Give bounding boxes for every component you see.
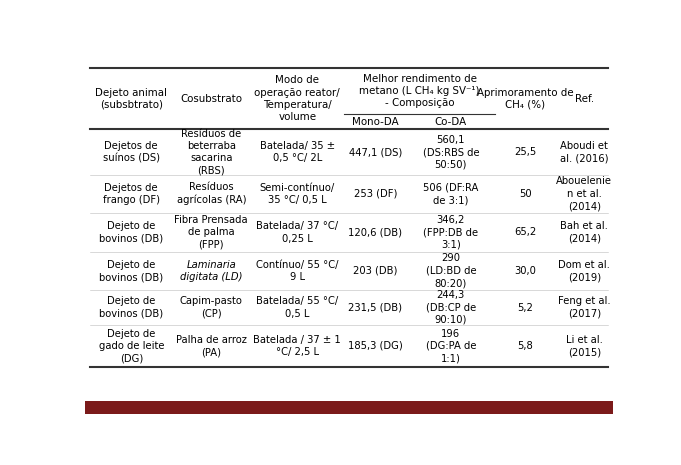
Text: Mono-DA: Mono-DA xyxy=(352,117,398,126)
Text: Aprimoramento de
CH₄ (%): Aprimoramento de CH₄ (%) xyxy=(477,87,574,110)
Text: 196
(DG:PA de
1:1): 196 (DG:PA de 1:1) xyxy=(426,329,476,364)
Text: 203 (DB): 203 (DB) xyxy=(353,266,398,276)
Text: Dejeto animal
(subsbtrato): Dejeto animal (subsbtrato) xyxy=(95,87,168,110)
Text: 120,6 (DB): 120,6 (DB) xyxy=(349,227,402,237)
Text: 5,8: 5,8 xyxy=(518,341,533,351)
Text: Capim-pasto
(CP): Capim-pasto (CP) xyxy=(180,296,242,319)
Text: 346,2
(FPP:DB de
3:1): 346,2 (FPP:DB de 3:1) xyxy=(424,215,479,250)
Text: 447,1 (DS): 447,1 (DS) xyxy=(349,147,402,157)
Text: Batelada/ 37 °C/
0,25 L: Batelada/ 37 °C/ 0,25 L xyxy=(256,221,338,244)
Text: Resíduos de
beterraba
sacarina
(RBS): Resíduos de beterraba sacarina (RBS) xyxy=(181,128,241,176)
Text: Resíduos
agrícolas (RA): Resíduos agrícolas (RA) xyxy=(176,182,246,206)
Text: Batelada/ 55 °C/
0,5 L: Batelada/ 55 °C/ 0,5 L xyxy=(256,296,338,319)
Text: Dejeto de
gado de leite
(DG): Dejeto de gado de leite (DG) xyxy=(99,329,164,364)
Text: Dom et al.
(2019): Dom et al. (2019) xyxy=(558,259,610,282)
Text: 185,3 (DG): 185,3 (DG) xyxy=(348,341,402,351)
Text: Modo de
operação reator/
Temperatura/
volume: Modo de operação reator/ Temperatura/ vo… xyxy=(255,75,340,122)
Text: 5,2: 5,2 xyxy=(518,303,533,312)
Text: Contínuo/ 55 °C/
9 L: Contínuo/ 55 °C/ 9 L xyxy=(256,259,338,282)
Bar xyxy=(85,401,613,414)
Text: 244,3
(DB:CP de
90:10): 244,3 (DB:CP de 90:10) xyxy=(426,290,476,325)
Text: 50: 50 xyxy=(519,189,532,199)
Text: Li et al.
(2015): Li et al. (2015) xyxy=(566,335,603,357)
Text: Dejeto de
bovinos (DB): Dejeto de bovinos (DB) xyxy=(99,221,163,244)
Text: Ref.: Ref. xyxy=(575,94,594,104)
Text: 65,2: 65,2 xyxy=(514,227,537,237)
Text: Dejeto de
bovinos (DB): Dejeto de bovinos (DB) xyxy=(99,259,163,282)
Text: 231,5 (DB): 231,5 (DB) xyxy=(349,303,402,312)
Text: Feng et al.
(2017): Feng et al. (2017) xyxy=(558,296,611,319)
Text: Co-DA: Co-DA xyxy=(434,117,467,126)
Text: Palha de arroz
(PA): Palha de arroz (PA) xyxy=(176,335,247,357)
Text: 253 (DF): 253 (DF) xyxy=(353,189,397,199)
Text: Dejetos de
suínos (DS): Dejetos de suínos (DS) xyxy=(103,141,160,163)
Text: 506 (DF:RA
de 3:1): 506 (DF:RA de 3:1) xyxy=(423,183,479,205)
Text: Semi-contínuo/
35 °C/ 0,5 L: Semi-contínuo/ 35 °C/ 0,5 L xyxy=(259,183,335,205)
Text: Batelada/ 35 ±
0,5 °C/ 2L: Batelada/ 35 ± 0,5 °C/ 2L xyxy=(259,141,335,163)
Text: Dejeto de
bovinos (DB): Dejeto de bovinos (DB) xyxy=(99,296,163,319)
Text: Bah et al.
(2014): Bah et al. (2014) xyxy=(560,221,608,244)
Text: Batelada / 37 ± 1
°C/ 2,5 L: Batelada / 37 ± 1 °C/ 2,5 L xyxy=(253,335,341,357)
Text: Laminaria
digitata (LD): Laminaria digitata (LD) xyxy=(180,259,242,282)
Text: 25,5: 25,5 xyxy=(514,147,537,157)
Text: Abouelenie
n et al.
(2014): Abouelenie n et al. (2014) xyxy=(556,176,612,211)
Text: Fibra Prensada
de palma
(FPP): Fibra Prensada de palma (FPP) xyxy=(174,215,248,250)
Text: 560,1
(DS:RBS de
50:50): 560,1 (DS:RBS de 50:50) xyxy=(423,135,479,170)
Text: Dejetos de
frango (DF): Dejetos de frango (DF) xyxy=(103,183,160,205)
Text: 290
(LD:BD de
80:20): 290 (LD:BD de 80:20) xyxy=(426,253,476,288)
Text: Melhor rendimento de
metano (L CH₄ kg SV⁻¹)
- Composição: Melhor rendimento de metano (L CH₄ kg SV… xyxy=(360,73,480,108)
Text: 30,0: 30,0 xyxy=(515,266,537,276)
Text: Cosubstrato: Cosubstrato xyxy=(180,94,242,104)
Text: Aboudi et
al. (2016): Aboudi et al. (2016) xyxy=(560,141,609,163)
